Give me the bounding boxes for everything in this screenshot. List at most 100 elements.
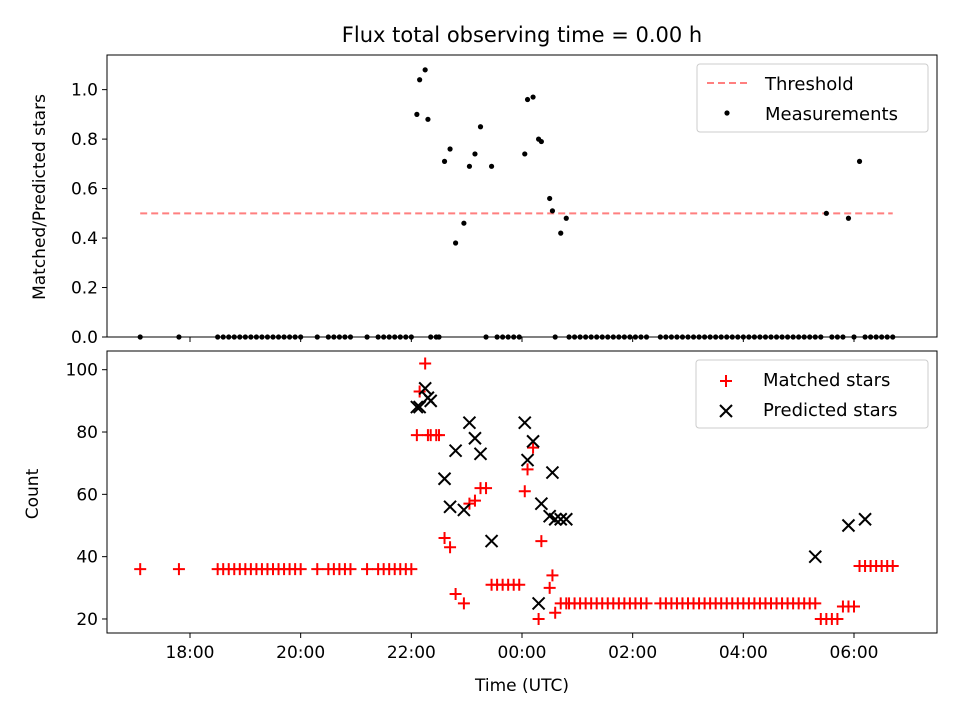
matched-stars-point: [527, 441, 540, 454]
matched-stars-point: [480, 482, 493, 495]
predicted-stars-point: [448, 444, 463, 458]
matched-stars-point: [294, 563, 307, 576]
predicted-stars-point: [462, 415, 477, 430]
top-x-axis: [189, 337, 855, 342]
bottom-x-tick-label: 02:00: [608, 643, 657, 663]
matched-stars-point: [438, 531, 451, 544]
matched-stars-point: [419, 357, 432, 370]
chart-title: Flux total observing time = 0.00 h: [342, 23, 702, 47]
measurements-point: [414, 111, 420, 117]
matched-stars-point: [521, 463, 534, 476]
predicted-stars-point: [548, 512, 562, 526]
top-y-tick-label: 1.0: [71, 81, 98, 101]
top-legend-box: [696, 63, 929, 133]
top-y-tick-label: 0.4: [71, 229, 98, 249]
predicted-stars-point: [443, 500, 457, 514]
predicted-stars-point: [410, 400, 424, 414]
matched-stars-point: [172, 563, 185, 576]
matched-stars-point: [543, 581, 556, 594]
top-legend: Threshold Measurements: [696, 63, 929, 133]
top-y-axis-label: Matched/Predicted stars: [30, 94, 50, 300]
predicted-stars-point: [473, 447, 488, 461]
measurements-point: [547, 195, 553, 202]
legend-matched-label: Matched stars: [763, 370, 890, 391]
predicted-stars-point: [858, 512, 872, 526]
bottom-y-axis: 20 40 60 80 100: [66, 361, 107, 630]
predicted-stars-point: [484, 534, 499, 548]
measurements-point: [466, 163, 473, 169]
legend-threshold-label: Threshold: [764, 74, 854, 95]
measurements-point: [447, 146, 453, 152]
predicted-stars-point: [526, 434, 540, 449]
predicted-stars-point: [534, 496, 549, 511]
matched-stars-point: [413, 385, 426, 398]
matched-stars-point: [640, 597, 653, 610]
legend-matched-swatch: [720, 375, 732, 387]
matched-stars-point: [831, 612, 844, 625]
measurements-point: [472, 151, 478, 157]
matched-stars-point: [444, 541, 457, 554]
matched-stars-point: [532, 612, 545, 625]
matched-stars-point: [886, 560, 899, 573]
top-y-axis: 0.0 0.2 0.4 0.6 0.8 1.0: [71, 81, 107, 348]
measurements-point: [549, 208, 556, 214]
bottom-x-tick-label: 20:00: [276, 643, 325, 663]
top-y-tick-label: 0.6: [71, 180, 98, 200]
matched-stars-point: [449, 588, 462, 601]
bottom-y-tick-label: 60: [76, 485, 98, 505]
predicted-stars-point: [418, 381, 432, 396]
bottom-legend-box: [695, 359, 929, 429]
measurements-point: [441, 158, 448, 164]
measurements-point: [461, 220, 467, 226]
legend-predicted-swatch: [719, 404, 733, 418]
predicted-stars-point: [468, 431, 482, 445]
matched-stars-point: [549, 606, 562, 619]
bottom-x-tick-label: 04:00: [719, 643, 768, 663]
bottom-x-tick-label: 00:00: [498, 643, 547, 663]
predicted-stars-point: [841, 518, 856, 533]
matched-stars-point: [361, 563, 374, 576]
matched-stars-point: [410, 429, 423, 442]
matched-stars-point: [457, 597, 470, 610]
matched-stars-point: [546, 569, 559, 582]
measurements-point: [845, 215, 852, 221]
measurements-point: [823, 210, 829, 216]
measurements-point: [530, 94, 536, 100]
legend-measurements-swatch: [724, 110, 730, 116]
measurements-point: [417, 77, 423, 83]
top-y-tick-label: 0.8: [71, 130, 98, 150]
bottom-y-tick-label: 100: [66, 361, 98, 381]
matched-stars-point: [535, 535, 548, 548]
matched-stars-point: [433, 429, 445, 442]
matched-stars-point: [405, 563, 418, 576]
bottom-x-axis: 18:00 20:00 22:00 00:00 02:00 04:00 06:00: [166, 633, 879, 663]
measurements-point: [524, 96, 531, 103]
measurements-point: [453, 240, 459, 246]
matched-stars-point: [344, 563, 357, 576]
measurements-point: [522, 151, 528, 157]
predicted-stars-point: [437, 472, 452, 486]
legend-measurements-label: Measurements: [765, 104, 898, 125]
bottom-y-tick-label: 80: [76, 423, 98, 443]
matched-stars-point: [134, 563, 147, 576]
measurements-point: [477, 124, 484, 130]
predicted-stars-point: [554, 512, 568, 526]
predicted-stars-point: [808, 549, 822, 564]
predicted-stars-point: [559, 512, 573, 526]
bottom-legend: Matched stars Predicted stars: [695, 359, 929, 429]
predicted-stars-point: [531, 596, 546, 611]
measurements-point: [422, 67, 428, 73]
matched-stars-point: [468, 494, 481, 507]
bottom-x-tick-label: 22:00: [387, 643, 436, 663]
measurements-point: [856, 158, 863, 164]
legend-predicted-label: Predicted stars: [763, 400, 897, 421]
matched-stars-point: [809, 597, 822, 610]
bottom-marks: [134, 357, 899, 625]
measurements-point: [558, 230, 564, 236]
matched-stars-point: [513, 578, 526, 591]
predicted-stars-point: [520, 453, 535, 467]
bottom-x-tick-label: 06:00: [830, 643, 879, 663]
measurements-point: [538, 138, 544, 145]
matched-stars-point: [518, 485, 531, 498]
